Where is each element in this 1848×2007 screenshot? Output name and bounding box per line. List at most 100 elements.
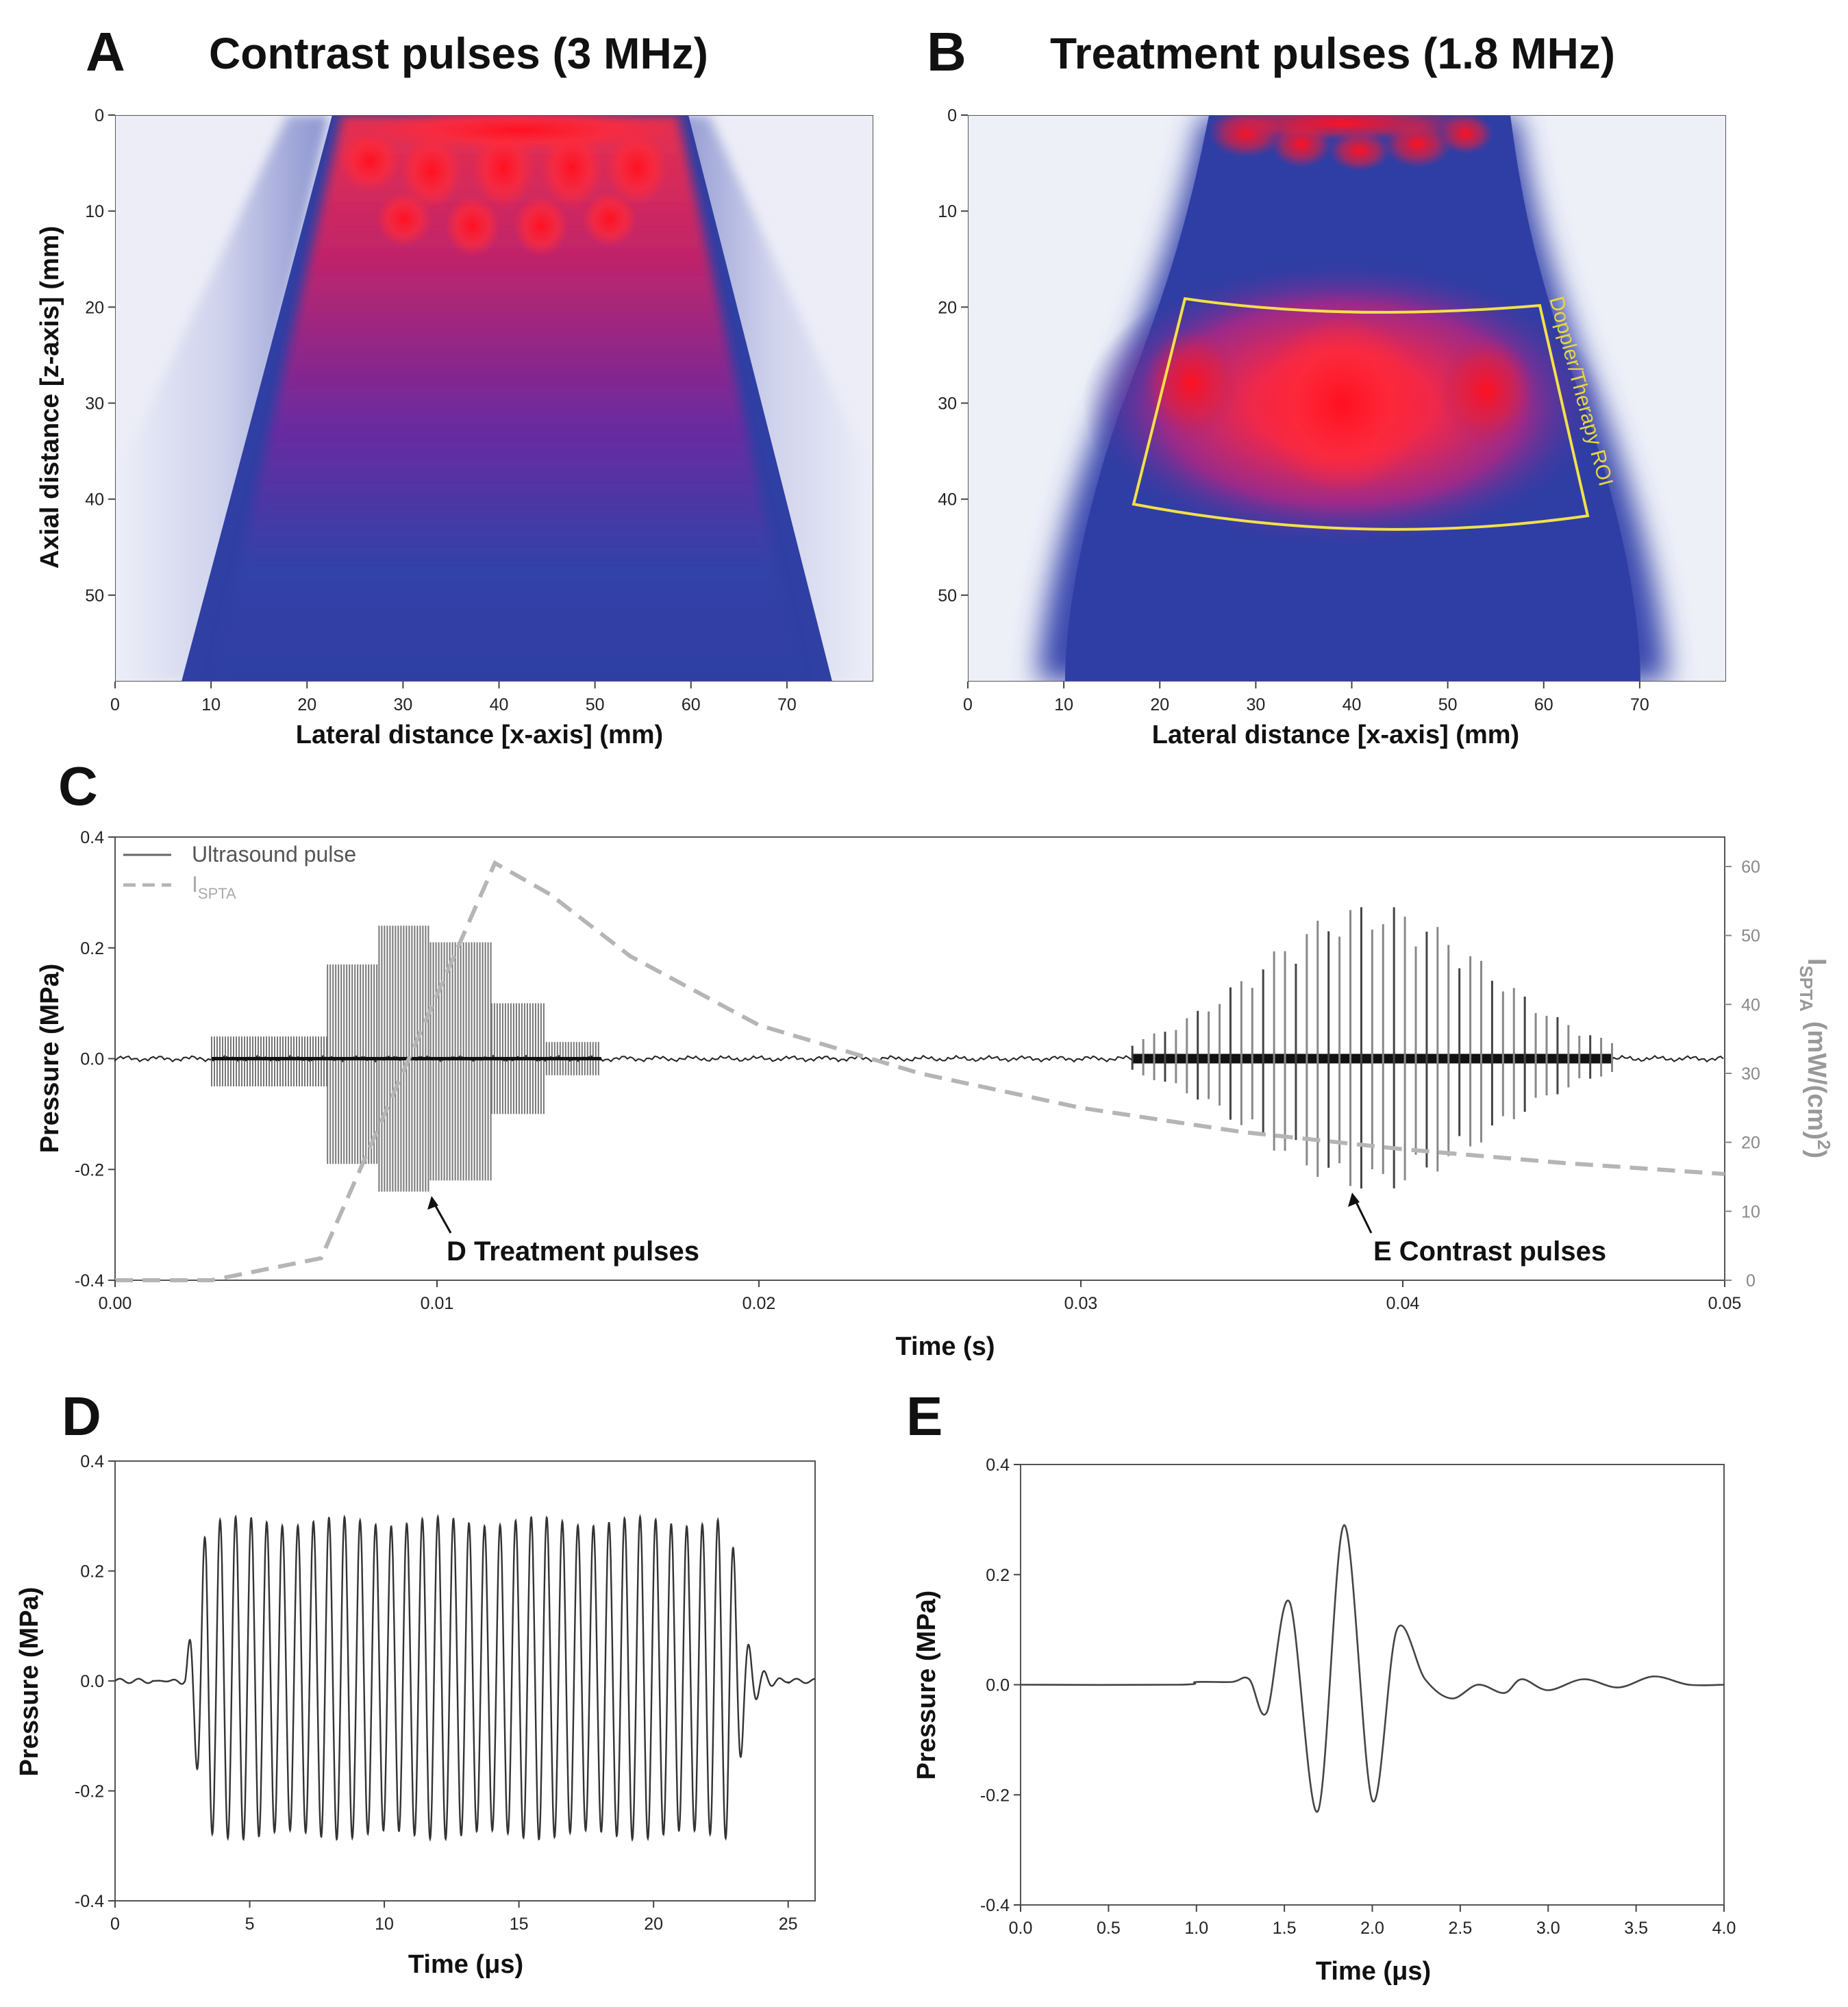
y-tick-label: 10 (938, 202, 957, 221)
panel-a: A Contrast pulses (3 MHz) 0 10 20 30 40 5 (36, 21, 873, 749)
x-tick-label: 15 (510, 1915, 529, 1934)
x-tick-label: 10 (1054, 695, 1073, 714)
x-tick-label: 30 (393, 695, 412, 714)
y-right-tick-label: 60 (1741, 858, 1760, 877)
x-tick-label: 60 (682, 695, 701, 714)
x-tick-label: 70 (1630, 695, 1649, 714)
panel-e-letter: E (906, 1386, 942, 1447)
y-right-tick-label: 10 (1741, 1202, 1760, 1221)
annotation-e-arrowhead (1348, 1193, 1360, 1207)
panel-b-heatmap (968, 115, 1726, 682)
panel-c-letter: C (58, 756, 98, 816)
x-tick-label: 30 (1246, 695, 1265, 714)
x-tick-label: 40 (490, 695, 509, 714)
x-tick-label: 0.05 (1708, 1294, 1742, 1313)
y-tick-label: 30 (938, 395, 957, 414)
y-tick-label: -0.2 (75, 1782, 104, 1802)
treatment-burst (429, 942, 492, 1181)
x-tick-label: 0 (110, 1915, 120, 1934)
y-tick-label: 40 (85, 490, 104, 510)
x-tick-label: 0.0 (1009, 1919, 1033, 1938)
x-tick-label: 0.01 (421, 1294, 454, 1313)
x-tick-label: 20 (297, 695, 316, 714)
panel-b: B Treatment pulses (1.8 MHz) Doppler/The… (927, 21, 1726, 749)
panel-d: D 0 5 10 15 20 250.40.20.0-0.2-0.4 Time (μs) … (15, 1386, 816, 1979)
y-right-tick-label: 30 (1741, 1064, 1760, 1084)
panel-b-title: Treatment pulses (1.8 MHz) (1050, 29, 1615, 78)
x-tick-label: 0.02 (742, 1294, 776, 1313)
panel-c: C 0.00 0.01 0.02 0.03 0.04 0.05 0.4 0.2 0.0 -0.2 -… (36, 756, 1834, 1361)
y-right-tick-label: 0 (1746, 1271, 1756, 1291)
x-tick-label: 3.5 (1624, 1919, 1648, 1938)
panel-a-xlabel: Lateral distance [x-axis] (mm) (296, 721, 663, 749)
panel-a-title: Contrast pulses (3 MHz) (209, 29, 708, 78)
x-tick-label: 0.03 (1064, 1294, 1098, 1313)
x-tick-label: 5 (245, 1915, 255, 1934)
x-tick-label: 0.00 (99, 1294, 132, 1313)
y-right-tick-label: 50 (1741, 927, 1760, 946)
y-tick-label: -0.4 (75, 1271, 104, 1291)
y-tick-label: 0.4 (986, 1456, 1010, 1475)
x-tick-label: 1.0 (1184, 1919, 1208, 1938)
annotation-d-arrowhead (427, 1196, 438, 1210)
y-tick-label: -0.4 (980, 1896, 1010, 1915)
x-tick-label: 60 (1534, 695, 1553, 714)
panel-e-axes: 0.0 0.5 1.0 1.5 2.0 2.5 3.0 3.5 4.0 0.4 0.2 0.0 -0.2… (980, 1456, 1736, 1938)
x-tick-label: 2.0 (1360, 1919, 1384, 1938)
y-right-tick-label: 40 (1741, 995, 1760, 1014)
x-tick-label: 0.5 (1097, 1919, 1121, 1938)
y-tick-label: -0.4 (75, 1892, 104, 1911)
x-tick-label: 1.5 (1273, 1919, 1297, 1938)
panel-b-near-field (1206, 115, 1493, 171)
x-tick-label: 50 (1438, 695, 1458, 714)
y-tick-label: -0.2 (75, 1160, 104, 1180)
panel-c-ispta-curve (115, 860, 1725, 1282)
y-tick-label: 40 (938, 490, 957, 510)
x-tick-label: 0.04 (1386, 1294, 1420, 1313)
panel-b-xlabel: Lateral distance [x-axis] (mm) (1152, 721, 1519, 749)
panel-b-letter: B (927, 21, 966, 82)
y-tick-label: 20 (938, 298, 957, 317)
panel-c-ylabel-right: ISPTA(mW/(cm)2) (1796, 958, 1834, 1158)
y-tick-label: 0.0 (986, 1676, 1010, 1695)
treatment-burst (327, 964, 378, 1164)
panel-c-pulse-trace (114, 907, 1724, 1192)
y-tick-label: 30 (85, 395, 104, 414)
panel-b-roi-box (1132, 297, 1590, 531)
y-tick-label: 0.0 (80, 1672, 104, 1691)
x-tick-label: 20 (1150, 695, 1169, 714)
y-tick-label: 0.4 (80, 828, 104, 847)
y-tick-label: 50 (938, 586, 957, 606)
x-tick-label: 0 (110, 695, 120, 714)
panel-b-axes: 0 10 20 30 40 50 60 70 0 10 20 30 40 50 (938, 106, 1649, 714)
treatment-pulse-line (114, 1514, 815, 1843)
panel-e-ylabel: Pressure (MPa) (912, 1591, 941, 1780)
x-tick-label: 50 (586, 695, 605, 714)
annotation-e-text: E Contrast pulses (1373, 1236, 1606, 1267)
x-tick-label: 10 (201, 695, 221, 714)
panel-c-xlabel: Time (s) (895, 1332, 995, 1361)
y-tick-label: 0.0 (80, 1050, 104, 1069)
x-tick-label: 10 (375, 1915, 394, 1934)
y-tick-label: 0.2 (80, 939, 104, 958)
x-tick-label: 0 (963, 695, 973, 714)
ispta-line (115, 860, 1725, 1282)
panel-e: E 0.0 0.5 1.0 1.5 2.0 2.5 3.0 3.5 4.0 0.4 0.2 0.0 -0… (906, 1386, 1736, 1986)
panel-a-ylabel: Axial distance [z-axis] (mm) (36, 226, 64, 569)
panel-a-hotspots (339, 115, 671, 257)
panel-a-letter: A (86, 21, 125, 82)
panel-d-waveform (114, 1514, 815, 1843)
y-tick-label: 0 (947, 106, 957, 125)
y-tick-label: 0 (95, 106, 104, 125)
panel-a-axes: 0 10 20 30 40 50 60 70 0 10 20 30 40 50 (85, 106, 797, 714)
panel-d-letter: D (62, 1386, 101, 1447)
panel-c-axes: 0.00 0.01 0.02 0.03 0.04 0.05 0.4 0.2 0.0 -0.2 -0.… (75, 828, 1760, 1313)
y-tick-label: 50 (85, 586, 104, 606)
y-right-tick-label: 20 (1741, 1134, 1760, 1153)
y-tick-label: 0.4 (80, 1452, 104, 1471)
x-tick-label: 2.5 (1448, 1919, 1472, 1938)
panel-c-ylabel: Pressure (MPa) (36, 964, 64, 1154)
annotation-d-text: D Treatment pulses (447, 1236, 699, 1267)
y-tick-label: 0.2 (80, 1562, 104, 1582)
x-tick-label: 3.0 (1536, 1919, 1560, 1938)
